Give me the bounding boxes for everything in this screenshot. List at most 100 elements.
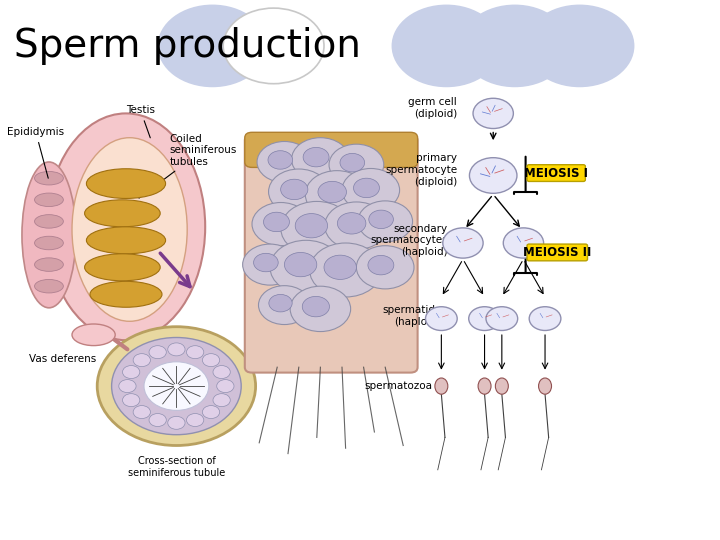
Text: germ cell
(diploid): germ cell (diploid)	[408, 97, 457, 119]
Ellipse shape	[47, 113, 205, 340]
Circle shape	[302, 296, 330, 317]
Circle shape	[112, 338, 241, 435]
FancyBboxPatch shape	[245, 135, 418, 373]
Circle shape	[529, 307, 561, 330]
Circle shape	[168, 416, 185, 429]
Circle shape	[149, 346, 166, 359]
Circle shape	[426, 307, 457, 330]
Circle shape	[122, 394, 140, 407]
Text: spermatozoa: spermatozoa	[364, 381, 432, 391]
Circle shape	[369, 210, 393, 228]
Text: Cross-section of
seminiferous tubule: Cross-section of seminiferous tubule	[127, 456, 225, 478]
Ellipse shape	[35, 193, 63, 206]
Circle shape	[290, 286, 351, 332]
Text: Coiled
seminiferous
tubules: Coiled seminiferous tubules	[139, 133, 237, 198]
Circle shape	[168, 343, 185, 356]
Circle shape	[223, 8, 324, 84]
Circle shape	[305, 171, 369, 218]
Circle shape	[213, 366, 230, 379]
Circle shape	[318, 181, 346, 202]
Text: Vas deferens: Vas deferens	[29, 354, 96, 364]
Circle shape	[368, 255, 394, 275]
Circle shape	[338, 213, 366, 234]
Circle shape	[486, 307, 518, 330]
Circle shape	[270, 240, 342, 294]
Circle shape	[158, 5, 266, 86]
Circle shape	[133, 406, 150, 419]
Circle shape	[268, 151, 292, 169]
Ellipse shape	[35, 280, 63, 293]
Circle shape	[258, 286, 310, 325]
Circle shape	[284, 253, 317, 276]
Circle shape	[295, 214, 328, 238]
Circle shape	[325, 202, 388, 249]
Text: Sperm production: Sperm production	[14, 27, 361, 65]
Circle shape	[202, 354, 220, 367]
Circle shape	[119, 380, 136, 393]
Text: Testis: Testis	[126, 105, 155, 138]
Circle shape	[264, 212, 289, 232]
Circle shape	[473, 98, 513, 129]
Ellipse shape	[90, 281, 162, 307]
Circle shape	[356, 246, 414, 289]
Circle shape	[217, 380, 234, 393]
Circle shape	[133, 354, 150, 367]
Ellipse shape	[35, 258, 63, 271]
Circle shape	[469, 158, 517, 193]
Text: MEIOSIS I: MEIOSIS I	[524, 166, 588, 180]
Circle shape	[340, 153, 364, 172]
Circle shape	[443, 228, 483, 258]
Circle shape	[186, 346, 204, 359]
Circle shape	[186, 414, 204, 427]
Circle shape	[281, 179, 308, 200]
Circle shape	[149, 414, 166, 427]
Circle shape	[358, 201, 413, 242]
Circle shape	[144, 362, 209, 410]
Ellipse shape	[72, 324, 115, 346]
Ellipse shape	[22, 162, 76, 308]
Circle shape	[257, 141, 312, 183]
Text: spermatids
(haploid): spermatids (haploid)	[382, 305, 441, 327]
Circle shape	[252, 202, 310, 246]
Circle shape	[122, 366, 140, 379]
Ellipse shape	[435, 378, 448, 394]
Circle shape	[526, 5, 634, 86]
FancyArrowPatch shape	[110, 336, 127, 349]
Text: primary
spermatocyte
(diploid): primary spermatocyte (diploid)	[385, 153, 457, 187]
FancyBboxPatch shape	[527, 244, 588, 261]
Circle shape	[253, 253, 278, 272]
Circle shape	[329, 144, 384, 185]
FancyBboxPatch shape	[527, 165, 585, 181]
Circle shape	[324, 255, 356, 280]
Circle shape	[354, 178, 379, 198]
Ellipse shape	[85, 200, 160, 227]
Circle shape	[392, 5, 500, 86]
Circle shape	[243, 244, 297, 285]
Ellipse shape	[35, 172, 63, 185]
Circle shape	[269, 294, 292, 312]
Ellipse shape	[86, 168, 166, 199]
Circle shape	[310, 243, 382, 297]
Circle shape	[303, 147, 329, 167]
Circle shape	[202, 406, 220, 419]
Ellipse shape	[478, 378, 491, 394]
Circle shape	[342, 168, 400, 212]
Ellipse shape	[86, 227, 166, 254]
Circle shape	[469, 307, 500, 330]
FancyBboxPatch shape	[245, 132, 418, 167]
Circle shape	[281, 201, 353, 255]
Circle shape	[269, 169, 329, 214]
Ellipse shape	[35, 237, 63, 249]
Ellipse shape	[72, 138, 187, 321]
Text: Epididymis: Epididymis	[7, 127, 64, 178]
Ellipse shape	[495, 378, 508, 394]
Ellipse shape	[539, 378, 552, 394]
Circle shape	[461, 5, 569, 86]
Circle shape	[97, 327, 256, 446]
Text: secondary
spermatocytes
(haploid): secondary spermatocytes (haploid)	[370, 224, 448, 257]
Circle shape	[213, 394, 230, 407]
Text: MEIOSIS II: MEIOSIS II	[523, 246, 591, 259]
Ellipse shape	[35, 214, 63, 228]
Circle shape	[503, 228, 544, 258]
Circle shape	[292, 138, 349, 181]
